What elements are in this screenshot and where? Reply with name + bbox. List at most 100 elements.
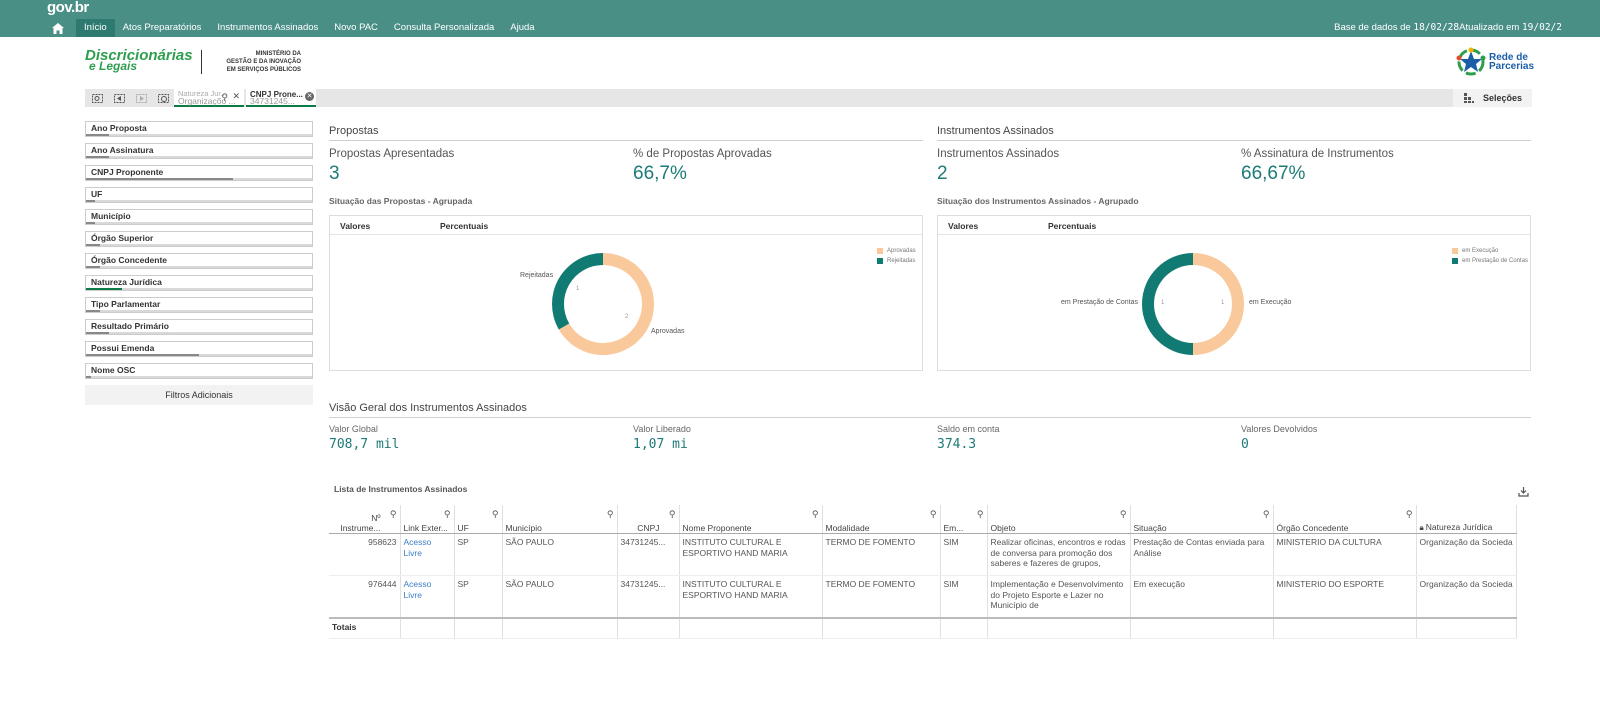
- govbr-logo[interactable]: gov.br: [47, 0, 89, 16]
- saldo-em-conta-title: Saldo em conta: [937, 424, 1000, 434]
- totals-cell: [454, 617, 503, 639]
- donut-slice-rejeitadas[interactable]: [552, 253, 603, 330]
- legend-item-rejeitadas[interactable]: Rejeitadas: [877, 256, 916, 266]
- logo-line2: e Legais: [89, 59, 138, 73]
- tab-valores-2[interactable]: Valores: [948, 221, 979, 231]
- filter-tipo-parlamentar[interactable]: Tipo Parlamentar: [85, 297, 313, 313]
- donut-slice-em-execucao[interactable]: [1193, 253, 1244, 355]
- column-search-icon[interactable]: ⚲: [443, 509, 451, 519]
- filter-resultado-primario[interactable]: Resultado Primário: [85, 319, 313, 335]
- column-header-label: Em...: [943, 523, 964, 533]
- filter-nome-osc[interactable]: Nome OSC: [85, 363, 313, 379]
- filter-ano-proposta[interactable]: Ano Proposta: [85, 121, 313, 137]
- selection-chip-cnpj[interactable]: CNPJ Prone... 34731245... ✕: [246, 89, 316, 107]
- table-cell: INSTITUTO CULTURAL E ESPORTIVO HAND MARI…: [679, 575, 823, 619]
- column-search-icon[interactable]: ⚲: [606, 509, 614, 519]
- valores-devolvidos-title: Valores Devolvidos: [1241, 424, 1318, 434]
- filter-natureza-juridica[interactable]: Natureza Jurídica: [85, 275, 313, 291]
- column-header[interactable]: Link Exter... ⚲: [400, 505, 455, 534]
- step-forward-icon[interactable]: [132, 91, 150, 105]
- donut1-label-rejeitadas: Rejeitadas: [520, 272, 554, 279]
- column-search-icon[interactable]: ⚲: [1119, 509, 1127, 519]
- table-cell: 34731245...: [617, 575, 680, 619]
- filter-orgao-concedente[interactable]: Órgão Concedente: [85, 253, 313, 269]
- external-link[interactable]: Acesso Livre: [403, 537, 432, 558]
- column-header[interactable]: CNPJ ⚲: [617, 505, 680, 534]
- tab-percentuais-2[interactable]: Percentuais: [1048, 221, 1097, 231]
- propostas-chart-tabs: Valores Percentuais: [330, 216, 922, 235]
- tab-valores[interactable]: Valores: [340, 221, 371, 231]
- table-row[interactable]: 976444 Acesso Livre SP SÃO PAULO 34731245...…: [329, 575, 1517, 619]
- nav-ajuda[interactable]: Ajuda: [510, 22, 535, 33]
- chip1-search-icon[interactable]: ⚲: [221, 92, 228, 102]
- filter-cnpj-proponente[interactable]: CNPJ Proponente: [85, 165, 313, 181]
- nav-atos-preparatorios[interactable]: Atos Preparatórios: [122, 22, 202, 33]
- legend-item-aprovadas[interactable]: Aprovadas: [877, 246, 916, 256]
- upd-prefix: Atualizado em: [1459, 22, 1522, 33]
- clear-all-icon[interactable]: [154, 91, 172, 105]
- column-header[interactable]: Situação ⚲: [1130, 505, 1274, 534]
- selections-label: Seleções: [1482, 93, 1522, 103]
- table-cell: MINISTERIO DA CULTURA: [1273, 533, 1417, 576]
- column-search-icon[interactable]: ⚲: [929, 509, 937, 519]
- column-search-icon[interactable]: ⚲: [389, 509, 397, 519]
- column-search-icon[interactable]: ⚲: [976, 509, 984, 519]
- tab-percentuais[interactable]: Percentuais: [440, 221, 489, 231]
- database-info: Base de dados de 18/02/28Atualizado em 1…: [1334, 22, 1562, 33]
- filter-selected-fill: [86, 200, 96, 202]
- column-header[interactable]: 🔒︎ Natureza Jurídica: [1416, 505, 1517, 534]
- selections-grid-icon: [1463, 93, 1474, 103]
- smart-search-icon[interactable]: [88, 91, 106, 105]
- nav-inicio[interactable]: Início: [76, 19, 115, 37]
- donut1-value-rejeitadas: 1: [576, 286, 580, 292]
- filter-state-bar: [86, 134, 312, 136]
- column-header[interactable]: Órgão Concedente ⚲: [1273, 505, 1417, 534]
- legend-item-em-prestacao[interactable]: em Prestação de Contas: [1452, 256, 1528, 266]
- filter-state-bar: [86, 156, 312, 158]
- totals-cell: Totais: [329, 617, 401, 639]
- column-header[interactable]: UF ⚲: [454, 505, 503, 534]
- chip2-close-icon[interactable]: ✕: [305, 92, 314, 101]
- home-icon[interactable]: [44, 19, 72, 37]
- nav-instrumentos-assinados[interactable]: Instrumentos Assinados: [217, 22, 319, 33]
- filter-possui-emenda[interactable]: Possui Emenda: [85, 341, 313, 357]
- table-cell: SÃO PAULO: [502, 533, 618, 576]
- instrumentos-divider: [937, 140, 1531, 141]
- column-header[interactable]: Objeto ⚲: [987, 505, 1131, 534]
- column-header[interactable]: Nº Instrume... ⚲: [329, 505, 401, 534]
- column-header[interactable]: Modalidade ⚲: [822, 505, 941, 534]
- selections-button[interactable]: Seleções: [1453, 89, 1532, 107]
- nav-novo-pac[interactable]: Novo PAC: [334, 22, 378, 33]
- kpi-instrumentos-title: Instrumentos Assinados: [937, 148, 1060, 160]
- filter-uf[interactable]: UF: [85, 187, 313, 203]
- donut-slice-em-prestacao-de-contas[interactable]: [1142, 253, 1193, 355]
- column-search-icon[interactable]: ⚲: [1262, 509, 1270, 519]
- column-search-icon[interactable]: ⚲: [1405, 509, 1413, 519]
- column-header[interactable]: Nome Proponente ⚲: [679, 505, 823, 534]
- filter-ano-assinatura[interactable]: Ano Assinatura: [85, 143, 313, 159]
- table-row[interactable]: 958623 Acesso Livre SP SÃO PAULO 34731245...…: [329, 533, 1517, 576]
- column-search-icon[interactable]: ⚲: [668, 509, 676, 519]
- filter-municipio[interactable]: Município: [85, 209, 313, 225]
- donut2-label-em-prestacao: em Prestação de Contas: [1061, 299, 1139, 306]
- column-header[interactable]: Em... ⚲: [940, 505, 988, 534]
- selection-chip-natureza[interactable]: Natureza Jur... Organizaçõo ... ⚲ ✕: [174, 89, 244, 107]
- column-header[interactable]: Município ⚲: [502, 505, 618, 534]
- chip1-close-icon[interactable]: ✕: [232, 91, 240, 101]
- additional-filters-button[interactable]: Filtros Adicionais: [85, 385, 313, 405]
- filter-label: Órgão Superior: [91, 233, 154, 243]
- nav-consulta-personalizada[interactable]: Consulta Personalizada: [393, 22, 495, 33]
- table-header-row: Nº Instrume... ⚲ Link Exter... ⚲ UF ⚲ Municípi…: [329, 505, 1517, 534]
- external-link[interactable]: Acesso Livre: [403, 579, 432, 600]
- saldo-em-conta-value: 374.3: [937, 437, 977, 452]
- download-icon[interactable]: [1518, 484, 1529, 502]
- kpi-assinatura-value: 66,67%: [1241, 163, 1306, 184]
- legend-item-em-execucao[interactable]: em Execução: [1452, 246, 1528, 256]
- column-search-icon[interactable]: ⚲: [811, 509, 819, 519]
- logo-line1: Discricionárias: [85, 47, 193, 64]
- step-back-icon[interactable]: [110, 91, 128, 105]
- filter-orgao-superior[interactable]: Órgão Superior: [85, 231, 313, 247]
- filter-state-bar: [86, 222, 312, 224]
- table-cell: INSTITUTO CULTURAL E ESPORTIVO HAND MARI…: [679, 533, 823, 576]
- column-search-icon[interactable]: ⚲: [491, 509, 499, 519]
